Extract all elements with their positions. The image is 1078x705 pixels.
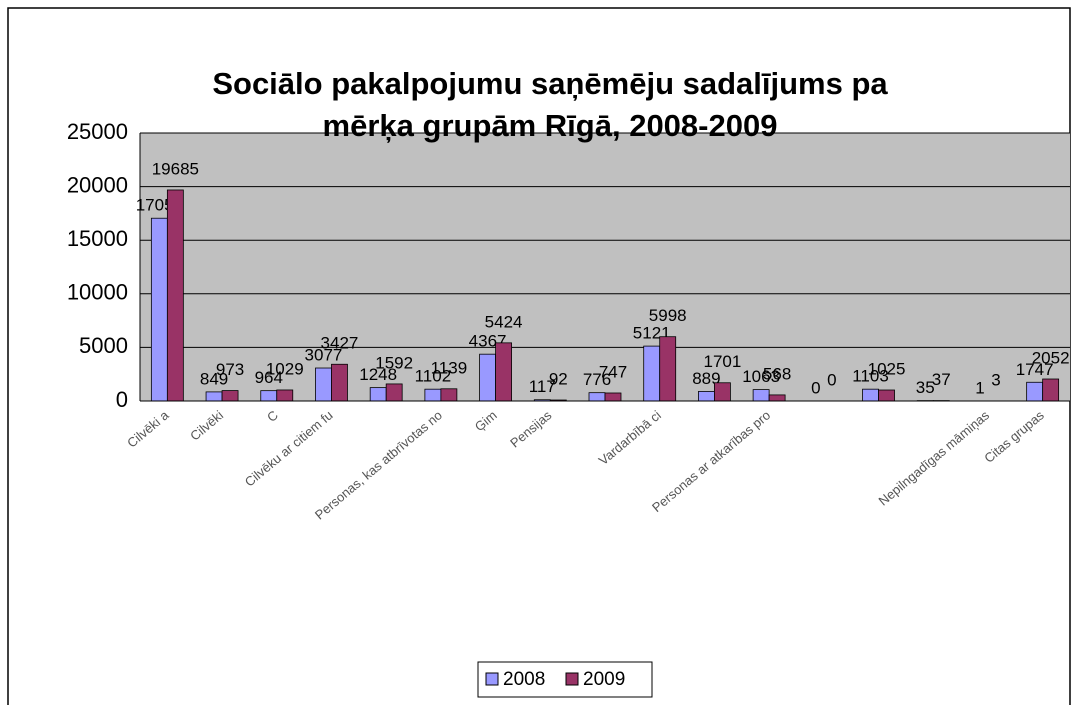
data-label: 3077 [305,345,343,364]
bar [878,389,895,402]
bar [1042,378,1060,402]
bar [166,189,184,402]
bar [385,383,403,402]
chart-title: mērķa grupām Rīgā, 2008-2009 [323,108,778,143]
data-label: 973 [216,360,244,379]
bar [495,342,512,402]
bar [604,392,622,402]
bar [862,388,879,402]
data-label: 19685 [152,159,199,178]
bar [440,388,458,402]
bar [643,345,661,402]
bar [221,390,239,402]
bar [768,394,786,402]
data-label: 92 [549,369,568,388]
y-tick-label: 0 [116,387,128,412]
data-label: 37 [932,370,951,389]
data-label: 1102 [415,367,452,386]
data-label: 0 [811,378,820,397]
data-label: 1747 [1016,360,1054,379]
y-tick-label: 15000 [67,226,128,251]
data-label: 3 [991,370,1000,389]
legend-swatch [565,672,579,686]
y-tick-label: 10000 [67,280,128,305]
bar [588,392,606,402]
y-tick-label: 25000 [67,119,128,144]
bar [424,388,442,402]
bar [150,217,168,402]
bar [205,391,223,402]
data-label: 776 [583,370,611,389]
bar [369,387,387,402]
bar [315,367,332,402]
data-label: 1063 [742,367,780,386]
bar [714,382,731,402]
data-label: 1025 [868,359,906,378]
data-label: 889 [692,369,720,388]
data-label: 35 [916,378,935,397]
y-tick-label: 20000 [67,172,128,197]
chart-title: Sociālo pakalpojumu saņēmēju sadalījums … [212,66,888,101]
data-label: 1139 [431,358,468,377]
data-label: 5998 [649,306,687,325]
bar [479,353,496,402]
bar [276,389,294,402]
data-label: 1248 [359,365,397,384]
data-label: 1701 [703,352,741,371]
bar [698,391,715,402]
data-label: 849 [200,369,228,388]
legend-swatch [485,672,499,686]
data-label: 1103 [852,367,889,386]
bar [331,363,348,402]
data-label: 2052 [1032,348,1070,367]
bar [260,390,278,402]
legend-label: 2009 [583,669,625,690]
data-label: 0 [827,370,836,389]
bar [752,389,770,402]
data-label: 568 [763,364,791,383]
bar [659,336,677,402]
data-label: 1592 [375,353,413,372]
data-label: 1029 [266,359,304,378]
data-label: 5424 [485,312,523,331]
data-label: 1 [975,378,984,397]
data-label: 964 [255,368,283,387]
y-tick-label: 5000 [79,333,128,358]
data-label: 3427 [321,334,359,353]
legend-box [477,661,653,698]
data-label: 747 [599,362,627,381]
plot-area [140,133,1070,401]
bar [1026,381,1044,402]
data-label: 117 [529,377,556,396]
legend-label: 2008 [503,669,545,690]
